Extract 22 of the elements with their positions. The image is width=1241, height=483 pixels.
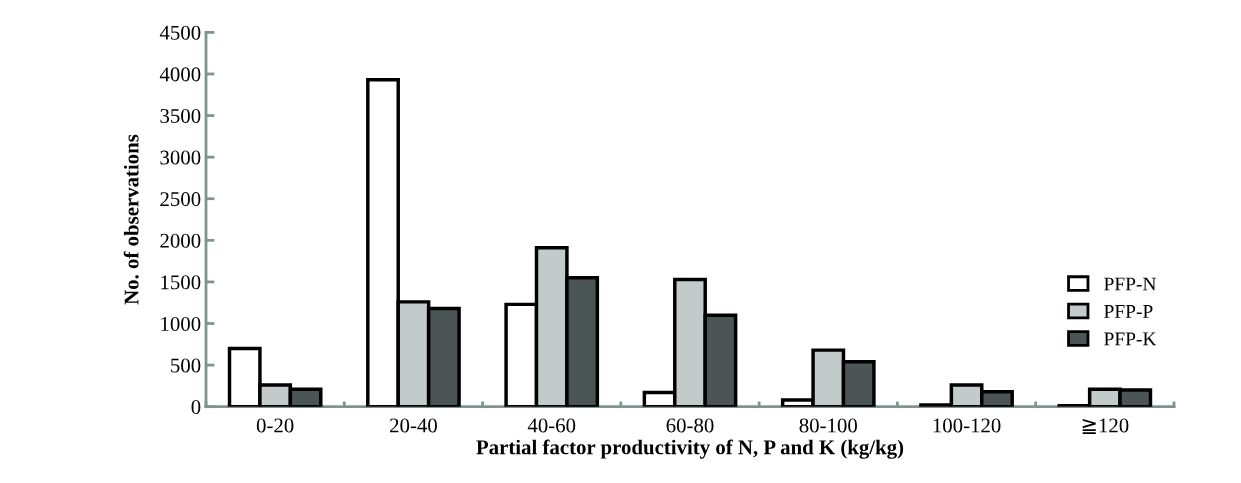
- legend-label: PFP-K: [1104, 332, 1157, 346]
- y-tick-label: 3000: [160, 150, 201, 165]
- y-tick-label: 1000: [161, 316, 201, 331]
- x-tick-label: 0-20: [256, 418, 294, 433]
- x-tick-label: 40-60: [527, 418, 576, 433]
- y-tick-label: 2500: [160, 192, 201, 207]
- y-tick-label: 2000: [160, 233, 201, 248]
- y-tick-label: 4500: [159, 25, 201, 40]
- x-tick-label: ≧120: [1082, 418, 1129, 434]
- x-tick-label: 60-80: [666, 418, 714, 433]
- y-tick-label: 500: [171, 358, 201, 373]
- y-tick-label: 3500: [160, 108, 201, 123]
- y-tick-label: 1500: [161, 275, 201, 290]
- x-axis-title: Partial factor productivity of N, P and K (kg/kg): [476, 439, 904, 459]
- y-tick-label: 0: [191, 400, 201, 415]
- x-tick-label: 100-120: [933, 418, 1001, 433]
- x-tick-label: 80-100: [799, 418, 857, 433]
- legend-label: PFP-N: [1104, 277, 1157, 291]
- x-tick-label: 20-40: [390, 418, 437, 433]
- legend-label: PFP-P: [1104, 305, 1153, 318]
- y-axis-title: No. of observations: [123, 134, 139, 305]
- y-tick-label: 4000: [159, 67, 201, 82]
